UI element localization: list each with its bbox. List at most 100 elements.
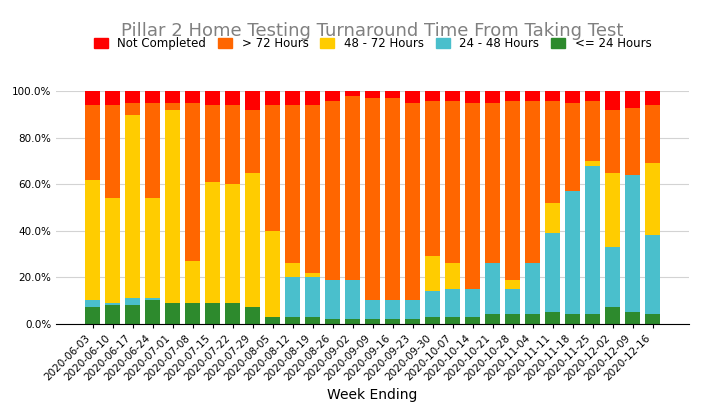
Bar [305,277,320,317]
X-axis label: Week Ending: Week Ending [328,388,418,402]
Bar [545,233,560,312]
Bar [225,303,240,324]
Bar [545,312,560,324]
Bar [585,100,600,161]
Bar [185,261,200,303]
Bar [305,105,320,273]
Bar [525,100,540,263]
Bar [405,103,420,300]
Bar [505,289,520,315]
Bar [565,91,580,103]
Bar [325,100,340,280]
Legend: Not Completed, > 72 Hours, 48 - 72 Hours, 24 - 48 Hours, <= 24 Hours: Not Completed, > 72 Hours, 48 - 72 Hours… [89,32,656,55]
Bar [425,317,440,324]
Bar [645,91,660,105]
Bar [465,289,480,317]
Bar [365,319,380,324]
Bar [505,315,520,324]
Bar [325,91,340,100]
Bar [605,173,620,247]
Bar [405,91,420,103]
Bar [245,91,260,110]
Bar [645,105,660,164]
Bar [185,91,200,103]
Bar [145,91,160,103]
Bar [485,91,500,103]
Bar [505,91,520,100]
Bar [85,91,100,105]
Bar [285,277,300,317]
Bar [425,291,440,317]
Bar [105,305,120,324]
Bar [605,91,620,110]
Bar [185,303,200,324]
Bar [525,263,540,315]
Bar [605,308,620,324]
Bar [125,91,140,103]
Title: Pillar 2 Home Testing Turnaround Time From Taking Test: Pillar 2 Home Testing Turnaround Time Fr… [122,22,624,40]
Bar [505,100,520,280]
Bar [285,263,300,277]
Bar [565,103,580,191]
Bar [625,107,640,175]
Bar [405,319,420,324]
Bar [525,315,540,324]
Bar [105,198,120,303]
Bar [465,317,480,324]
Bar [445,289,460,317]
Bar [225,184,240,303]
Bar [645,235,660,315]
Bar [345,91,360,96]
Bar [185,103,200,261]
Bar [305,317,320,324]
Bar [445,263,460,289]
Bar [385,319,400,324]
Bar [625,91,640,107]
Bar [145,198,160,298]
Bar [605,110,620,173]
Bar [245,308,260,324]
Bar [265,105,280,231]
Bar [565,191,580,315]
Bar [485,103,500,263]
Bar [105,91,120,105]
Bar [125,103,140,115]
Bar [405,300,420,319]
Bar [585,166,600,315]
Bar [305,91,320,105]
Bar [125,115,140,298]
Bar [445,91,460,100]
Bar [365,91,380,98]
Bar [245,110,260,173]
Bar [145,298,160,300]
Bar [205,303,220,324]
Bar [85,300,100,308]
Bar [425,100,440,256]
Bar [205,91,220,105]
Bar [445,317,460,324]
Bar [465,103,480,289]
Bar [345,96,360,280]
Bar [385,98,400,300]
Bar [125,305,140,324]
Bar [265,91,280,105]
Bar [285,105,300,263]
Bar [485,315,500,324]
Bar [625,175,640,312]
Bar [85,105,100,180]
Bar [485,263,500,315]
Bar [245,173,260,308]
Bar [585,315,600,324]
Bar [345,280,360,319]
Bar [465,91,480,103]
Bar [285,91,300,105]
Bar [645,164,660,235]
Bar [145,103,160,198]
Bar [545,91,560,100]
Bar [385,91,400,98]
Bar [205,182,220,303]
Bar [105,303,120,305]
Bar [545,203,560,233]
Bar [365,98,380,300]
Bar [85,308,100,324]
